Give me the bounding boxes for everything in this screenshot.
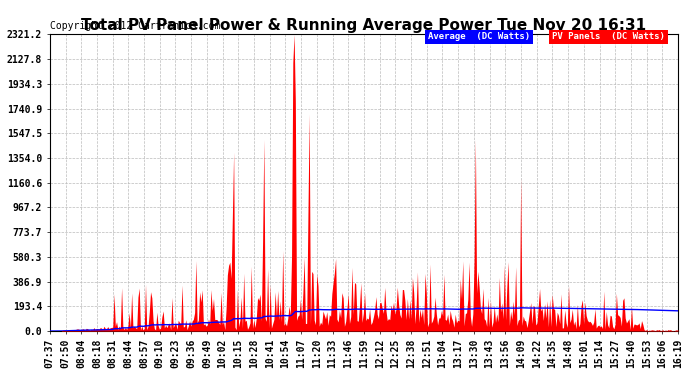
Text: Average  (DC Watts): Average (DC Watts) xyxy=(428,32,530,41)
Title: Total PV Panel Power & Running Average Power Tue Nov 20 16:31: Total PV Panel Power & Running Average P… xyxy=(81,18,647,33)
Text: Copyright 2012 Cartronics.com: Copyright 2012 Cartronics.com xyxy=(50,21,221,32)
Text: PV Panels  (DC Watts): PV Panels (DC Watts) xyxy=(552,32,665,41)
